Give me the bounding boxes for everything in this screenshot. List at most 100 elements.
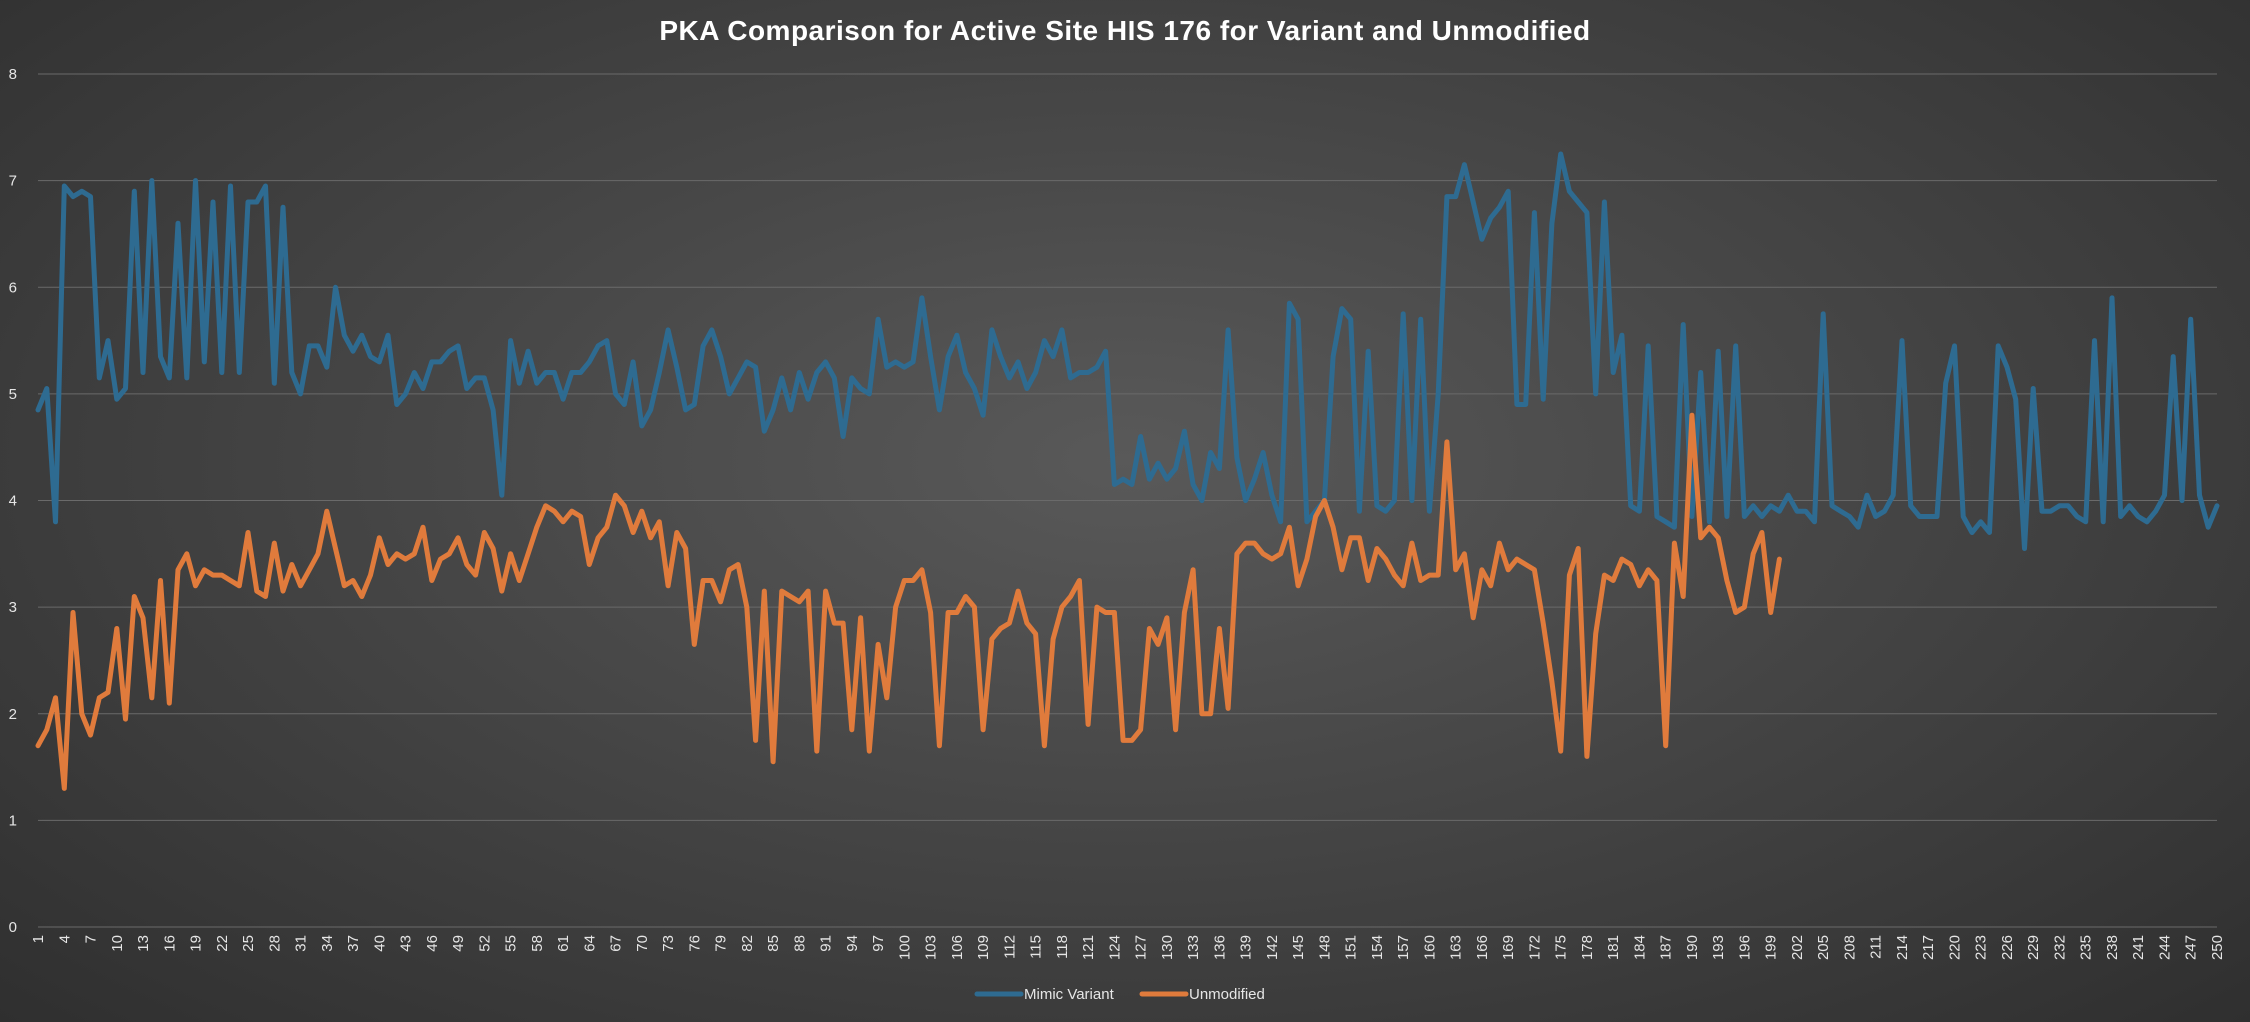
x-tick-label: 169 xyxy=(1500,935,1517,960)
x-tick-label: 208 xyxy=(1841,935,1858,960)
x-tick-label: 31 xyxy=(293,935,310,952)
x-axis-ticks: 1 4 7 10 13 16 19 22 25 28 31 34 37 40 43 46 49 52 55 58 61 6… xyxy=(30,935,2226,960)
x-tick-label: 88 xyxy=(791,935,808,952)
x-tick-label: 1 xyxy=(30,935,47,943)
x-tick-label: 199 xyxy=(1763,935,1780,960)
x-tick-label: 10 xyxy=(109,935,126,952)
x-tick-label: 100 xyxy=(896,935,913,960)
x-tick-label: 52 xyxy=(476,935,493,952)
x-tick-label: 118 xyxy=(1054,935,1071,959)
x-tick-label: 247 xyxy=(2183,935,2200,960)
x-tick-label: 43 xyxy=(398,935,415,952)
legend: Mimic Variant Unmodified xyxy=(974,986,1265,1003)
x-tick-label: 85 xyxy=(765,935,782,952)
x-tick-label: 13 xyxy=(135,935,152,952)
x-tick-label: 46 xyxy=(424,935,441,952)
x-tick-label: 73 xyxy=(660,935,677,952)
x-tick-label: 217 xyxy=(1920,935,1937,960)
x-tick-label: 115 xyxy=(1028,935,1045,959)
x-tick-label: 25 xyxy=(240,935,257,952)
x-tick-label: 55 xyxy=(503,935,520,952)
x-tick-label: 49 xyxy=(450,935,467,952)
x-tick-label: 172 xyxy=(1526,935,1543,960)
y-tick-label: 8 xyxy=(9,66,17,83)
x-tick-label: 4 xyxy=(56,935,73,943)
x-tick-label: 163 xyxy=(1448,935,1465,960)
x-tick-label: 220 xyxy=(1946,935,1963,960)
x-tick-label: 229 xyxy=(2025,935,2042,960)
x-tick-label: 178 xyxy=(1579,935,1596,960)
y-tick-label: 4 xyxy=(9,493,17,510)
x-tick-label: 22 xyxy=(214,935,231,952)
y-tick-label: 0 xyxy=(9,919,17,936)
x-tick-label: 70 xyxy=(634,935,651,952)
y-tick-label: 5 xyxy=(9,386,17,403)
x-tick-label: 238 xyxy=(2104,935,2121,960)
gridlines xyxy=(38,73,2217,928)
x-tick-label: 127 xyxy=(1133,935,1150,960)
x-tick-label: 121 xyxy=(1080,935,1097,960)
x-tick-label: 223 xyxy=(1973,935,1990,960)
x-tick-label: 202 xyxy=(1789,935,1806,960)
x-tick-label: 58 xyxy=(529,935,546,952)
series-lines xyxy=(35,151,2220,791)
x-tick-label: 124 xyxy=(1106,935,1123,960)
x-tick-label: 139 xyxy=(1238,935,1255,960)
legend-label-1: Unmodified xyxy=(1189,986,1265,1003)
y-axis-ticks: 0 1 2 3 4 5 6 7 8 xyxy=(9,66,17,936)
x-tick-label: 94 xyxy=(844,935,861,952)
x-tick-label: 133 xyxy=(1185,935,1202,960)
x-tick-label: 184 xyxy=(1631,935,1648,960)
x-tick-label: 151 xyxy=(1343,935,1360,960)
x-tick-label: 64 xyxy=(581,935,598,952)
x-tick-label: 175 xyxy=(1553,935,1570,960)
x-tick-label: 67 xyxy=(608,935,625,952)
x-tick-label: 103 xyxy=(923,935,940,960)
x-tick-label: 19 xyxy=(188,935,205,952)
x-tick-label: 136 xyxy=(1211,935,1228,960)
x-tick-label: 61 xyxy=(555,935,572,952)
y-tick-label: 1 xyxy=(9,812,17,829)
x-tick-label: 154 xyxy=(1369,935,1386,960)
x-tick-label: 166 xyxy=(1474,935,1491,960)
x-tick-label: 37 xyxy=(345,935,362,952)
y-tick-label: 7 xyxy=(9,173,17,190)
x-tick-label: 211 xyxy=(1868,935,1885,959)
x-tick-label: 250 xyxy=(2209,935,2226,960)
legend-label-0: Mimic Variant xyxy=(1024,986,1115,1003)
series-line-1 xyxy=(35,412,1782,791)
x-tick-label: 181 xyxy=(1605,935,1622,960)
x-tick-label: 244 xyxy=(2156,935,2173,960)
x-tick-label: 7 xyxy=(83,935,100,943)
x-tick-label: 91 xyxy=(818,935,835,952)
chart-title: PKA Comparison for Active Site HIS 176 f… xyxy=(659,15,1590,46)
x-tick-label: 226 xyxy=(1999,935,2016,960)
series-line-0 xyxy=(35,151,2220,551)
x-tick-label: 97 xyxy=(870,935,887,952)
x-tick-label: 76 xyxy=(686,935,703,952)
x-tick-label: 112 xyxy=(1001,935,1018,959)
x-tick-label: 214 xyxy=(1894,935,1911,960)
x-tick-label: 79 xyxy=(713,935,730,952)
x-tick-label: 205 xyxy=(1815,935,1832,960)
x-tick-label: 193 xyxy=(1710,935,1727,960)
x-tick-label: 109 xyxy=(975,935,992,960)
x-tick-label: 106 xyxy=(949,935,966,960)
y-tick-label: 2 xyxy=(9,706,17,723)
x-tick-label: 28 xyxy=(266,935,283,952)
x-tick-label: 148 xyxy=(1316,935,1333,960)
x-tick-label: 145 xyxy=(1290,935,1307,960)
y-tick-label: 3 xyxy=(9,599,17,616)
x-tick-label: 241 xyxy=(2130,935,2147,960)
x-tick-label: 157 xyxy=(1395,935,1412,960)
x-tick-label: 232 xyxy=(2051,935,2068,960)
x-tick-label: 235 xyxy=(2078,935,2095,960)
x-tick-label: 40 xyxy=(371,935,388,952)
x-tick-label: 187 xyxy=(1658,935,1675,960)
x-tick-label: 34 xyxy=(319,935,336,952)
x-tick-label: 130 xyxy=(1159,935,1176,960)
x-tick-label: 160 xyxy=(1421,935,1438,960)
x-tick-label: 82 xyxy=(739,935,756,952)
